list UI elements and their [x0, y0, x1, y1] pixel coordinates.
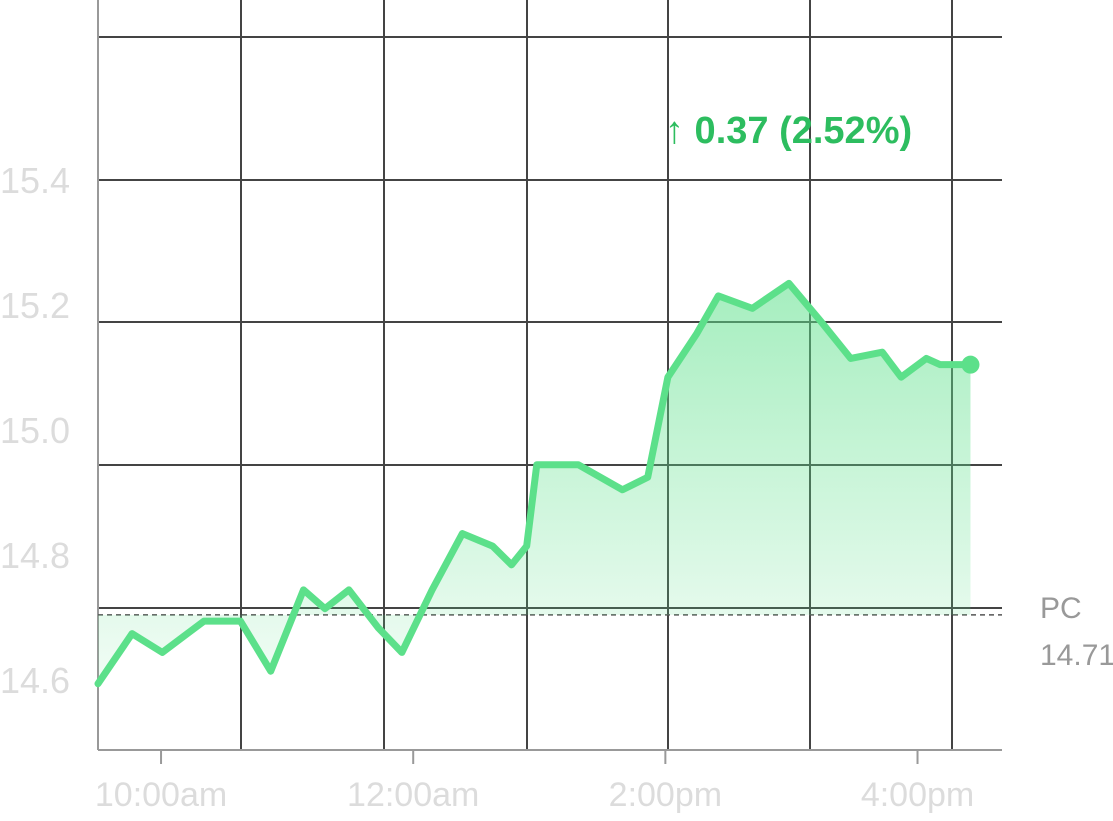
price-line — [94, 279, 974, 688]
y-tick-label: 15.4 — [0, 160, 70, 201]
x-tick-label: 2:00pm — [609, 776, 722, 814]
y-tick-label: 14.6 — [0, 660, 70, 701]
y-tick-label: 15.2 — [0, 285, 70, 326]
x-tick-label: 12:00am — [347, 776, 479, 814]
change-annotation: ↑ 0.37 (2.52%) — [665, 110, 912, 152]
reference-label: PC — [1040, 592, 1082, 625]
y-tick-label: 14.8 — [0, 535, 70, 576]
area — [98, 283, 971, 684]
reference-value: 14.71 — [1040, 639, 1113, 672]
y-tick-label: 15.0 — [0, 410, 70, 451]
last-point — [961, 355, 980, 374]
x-tick-label: 10:00am — [95, 776, 227, 814]
x-tick-label: 4:00pm — [861, 776, 974, 814]
